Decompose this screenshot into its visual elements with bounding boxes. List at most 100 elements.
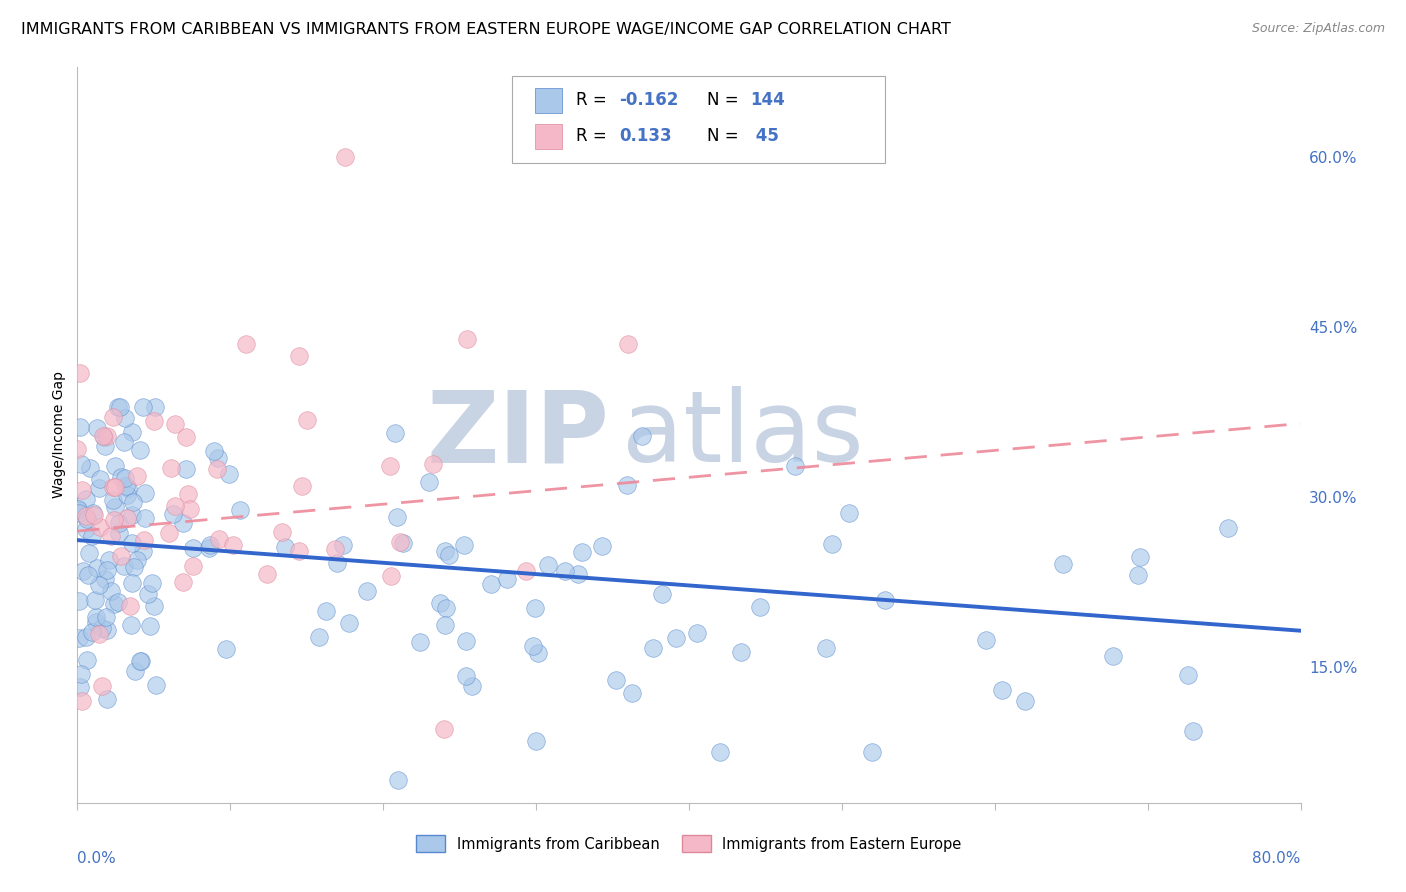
Point xyxy=(134,511,156,525)
Point xyxy=(75,491,97,506)
Point xyxy=(554,564,576,578)
Point xyxy=(325,542,347,557)
Point xyxy=(308,630,330,644)
Text: 0.0%: 0.0% xyxy=(77,851,117,865)
Point xyxy=(83,508,105,523)
Point xyxy=(125,468,148,483)
Point xyxy=(418,475,440,490)
Text: N =: N = xyxy=(707,91,744,110)
Text: N =: N = xyxy=(707,127,744,145)
Point xyxy=(207,450,229,465)
Point xyxy=(821,537,844,551)
Point xyxy=(1014,694,1036,708)
Text: Source: ZipAtlas.com: Source: ZipAtlas.com xyxy=(1251,22,1385,36)
Point xyxy=(974,632,997,647)
Point xyxy=(127,553,149,567)
FancyBboxPatch shape xyxy=(534,87,562,112)
Point xyxy=(177,486,200,500)
Point xyxy=(1129,550,1152,565)
Text: 144: 144 xyxy=(751,91,785,110)
Point xyxy=(139,618,162,632)
Point xyxy=(80,528,103,542)
Point xyxy=(96,624,118,638)
Point xyxy=(429,596,451,610)
Point xyxy=(90,679,112,693)
Point xyxy=(112,435,135,450)
Point xyxy=(207,461,229,475)
Point xyxy=(132,533,155,547)
Point xyxy=(1052,557,1074,571)
Point xyxy=(270,524,292,539)
Point xyxy=(176,430,198,444)
Point xyxy=(235,337,257,351)
Point xyxy=(72,694,94,708)
Point xyxy=(522,640,544,654)
Point xyxy=(66,442,89,456)
Point xyxy=(333,151,356,165)
Point xyxy=(91,621,114,635)
Point xyxy=(378,459,401,474)
Text: IMMIGRANTS FROM CARIBBEAN VS IMMIGRANTS FROM EASTERN EUROPE WAGE/INCOME GAP CORR: IMMIGRANTS FROM CARIBBEAN VS IMMIGRANTS … xyxy=(21,22,950,37)
Point xyxy=(454,668,477,682)
Point xyxy=(380,568,402,582)
Point xyxy=(288,349,311,363)
Point xyxy=(332,537,354,551)
Point xyxy=(1218,521,1240,535)
Point xyxy=(991,683,1014,698)
Point xyxy=(515,564,537,578)
Point xyxy=(1102,649,1125,664)
Legend: Immigrants from Caribbean, Immigrants from Eastern Europe: Immigrants from Caribbean, Immigrants fr… xyxy=(411,830,967,858)
Point xyxy=(128,442,150,457)
Point xyxy=(76,653,98,667)
Point xyxy=(567,566,589,581)
Point xyxy=(67,632,90,646)
Point xyxy=(66,502,89,516)
Point xyxy=(67,507,90,521)
Point xyxy=(101,480,124,494)
Point xyxy=(89,472,111,486)
Point xyxy=(1126,568,1149,582)
Point xyxy=(157,526,180,541)
Point xyxy=(222,538,245,552)
Point xyxy=(496,572,519,586)
Point xyxy=(104,480,127,494)
Point xyxy=(160,461,183,475)
Point xyxy=(134,486,156,500)
Point xyxy=(107,526,129,541)
Point xyxy=(838,507,860,521)
Point xyxy=(110,549,132,563)
Point xyxy=(110,470,132,484)
Point xyxy=(104,458,127,473)
Point xyxy=(453,538,475,552)
Point xyxy=(141,576,163,591)
Point xyxy=(108,516,131,531)
Point xyxy=(115,479,138,493)
Point xyxy=(315,604,337,618)
Point xyxy=(434,617,457,632)
Point xyxy=(112,558,135,573)
Point xyxy=(69,420,91,434)
Point xyxy=(815,641,838,656)
Point xyxy=(107,400,129,414)
Point xyxy=(479,577,502,591)
Point xyxy=(75,508,97,523)
Point xyxy=(89,520,111,534)
Point xyxy=(94,572,117,586)
FancyBboxPatch shape xyxy=(512,76,884,162)
Point xyxy=(181,541,204,555)
Point xyxy=(665,631,688,645)
Point xyxy=(198,538,221,552)
Point xyxy=(96,563,118,577)
Point xyxy=(107,595,129,609)
Point xyxy=(114,410,136,425)
Point xyxy=(631,428,654,442)
Point xyxy=(389,534,412,549)
Point xyxy=(89,577,111,591)
Point xyxy=(785,459,807,474)
Point xyxy=(174,461,197,475)
Point xyxy=(87,481,110,495)
Point xyxy=(439,548,461,562)
Point xyxy=(461,679,484,693)
Point xyxy=(202,444,225,458)
Point xyxy=(115,488,138,502)
